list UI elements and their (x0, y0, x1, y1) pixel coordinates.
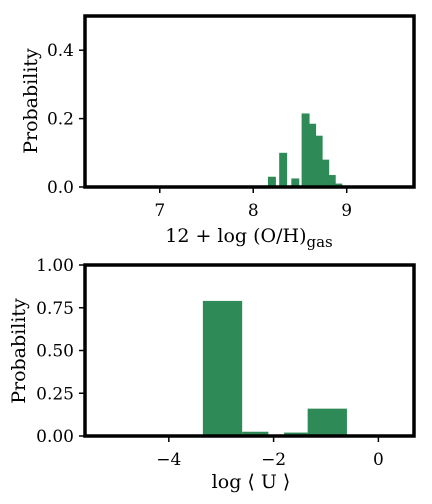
x-tick-label: 8 (248, 201, 259, 221)
top-bars (267, 113, 349, 187)
x-tick-label: 7 (154, 201, 165, 221)
x-tick-label: −2 (261, 450, 286, 470)
bottom-x-axis-label: log ⟨ U ⟩ (212, 471, 291, 493)
bar-0-5 (314, 135, 323, 187)
bar-0-2 (291, 178, 300, 187)
bar-0-1 (279, 152, 288, 187)
bar-0-4 (308, 123, 317, 187)
bottom-bars (202, 300, 347, 436)
bar-1-1 (242, 431, 269, 436)
x-tick-label: 0 (373, 450, 384, 470)
y-tick-label: 0.25 (36, 384, 74, 404)
x-tick-label: −4 (156, 450, 181, 470)
top-x-axis-label: 12 + log (O/H)gas (165, 225, 333, 251)
top-y-ticks: 0.0 0.2 0.4 (47, 41, 85, 198)
y-tick-label: 0.00 (36, 427, 74, 447)
bar-1-0 (202, 300, 243, 436)
top-panel: 0.0 0.2 0.4 7 8 9 Probability 12 + log (O/H)… (20, 14, 416, 251)
y-tick-label: 0.75 (36, 299, 74, 319)
y-tick-label: 0.50 (36, 342, 74, 362)
x-tick-label: 9 (341, 201, 352, 221)
y-tick-label: 1.00 (36, 256, 74, 276)
bar-0-7 (327, 175, 336, 187)
y-tick-label: 0.4 (47, 41, 74, 61)
bar-0-6 (321, 159, 330, 187)
bar-0-3 (301, 113, 310, 187)
bottom-panel: 0.00 0.25 0.50 0.75 1.00 −4 −2 0 Probability l… (8, 256, 416, 493)
top-plot-frame (83, 14, 416, 189)
bottom-y-axis-label: Probability (8, 298, 30, 404)
bottom-plot-frame (83, 263, 416, 438)
y-tick-label: 0.2 (47, 110, 74, 130)
top-x-axis-label-main: 12 + log (O/H) (165, 225, 306, 247)
bottom-x-ticks: −4 −2 0 (156, 436, 384, 470)
bar-1-3 (307, 408, 347, 436)
bottom-y-ticks: 0.00 0.25 0.50 0.75 1.00 (36, 256, 85, 447)
top-y-axis-label: Probability (20, 48, 42, 154)
top-x-ticks: 7 8 9 (154, 187, 352, 221)
bar-0-0 (267, 176, 276, 187)
top-x-axis-label-subscript: gas (307, 233, 333, 251)
y-tick-label: 0.0 (47, 178, 74, 198)
